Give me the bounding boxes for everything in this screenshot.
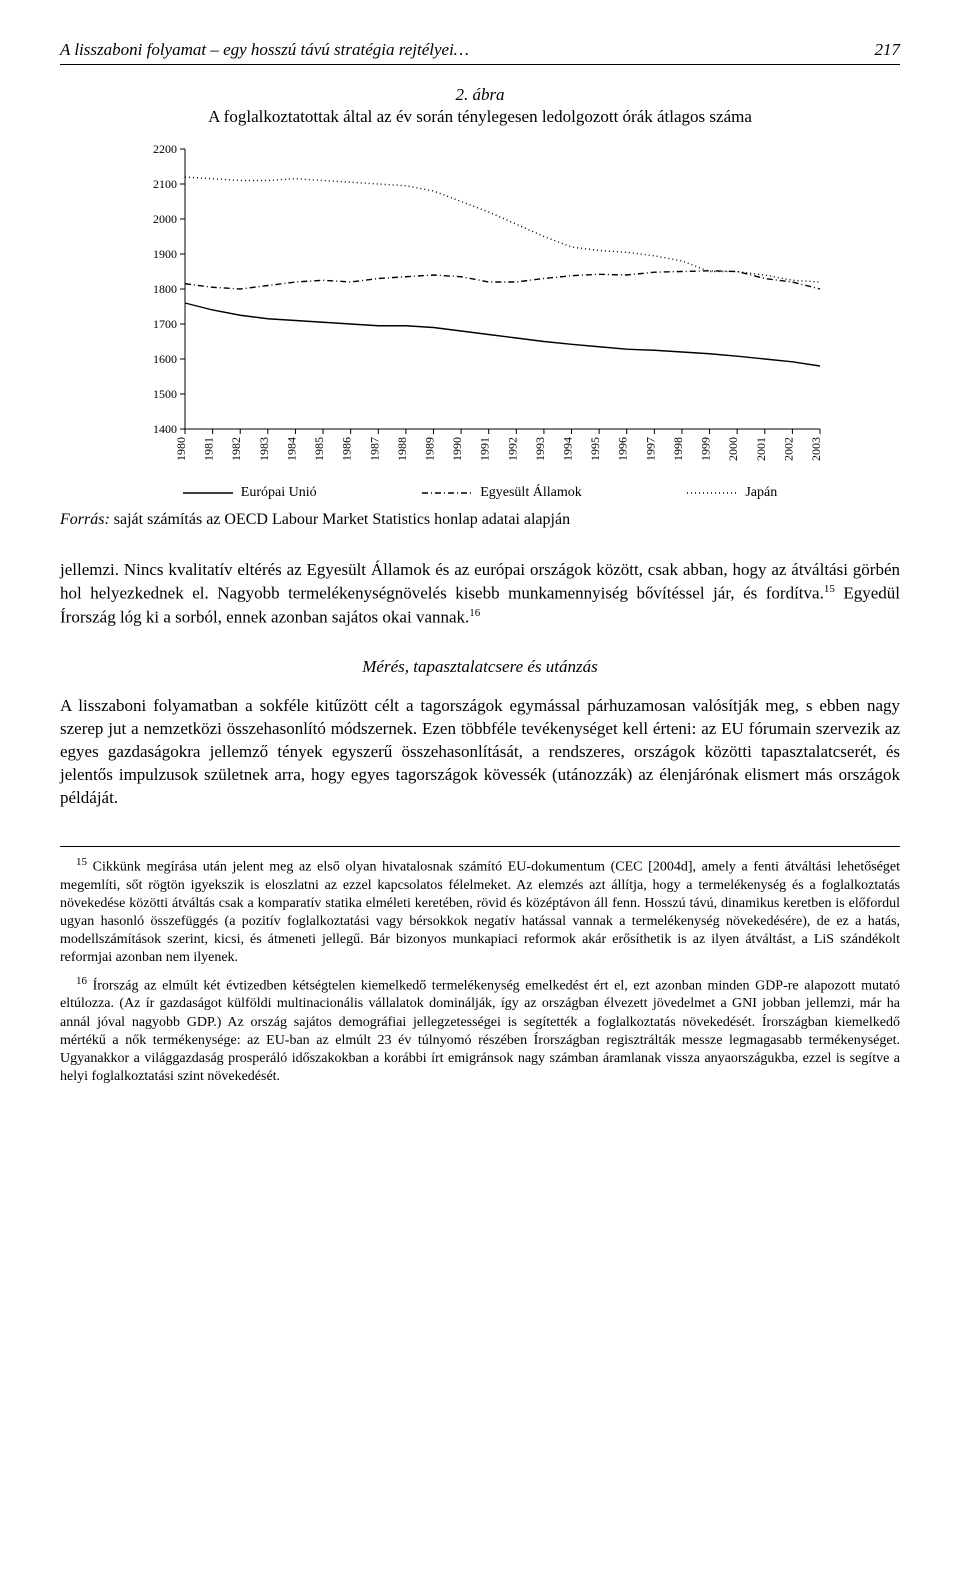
body-paragraph-1: jellemzi. Nincs kvalitatív eltérés az Eg… — [60, 559, 900, 629]
svg-text:1984: 1984 — [284, 437, 298, 461]
section-title: Mérés, tapasztalatcsere és utánzás — [60, 657, 900, 677]
svg-text:1500: 1500 — [153, 387, 177, 401]
chart-svg: 1400 1500 1600 1700 1800 1900 2000 2100 2200 1980… — [130, 139, 830, 479]
svg-text:1900: 1900 — [153, 247, 177, 261]
legend-item: Japán — [687, 485, 777, 501]
svg-text:1983: 1983 — [257, 437, 271, 461]
source-label: Forrás: — [60, 511, 110, 528]
svg-text:1998: 1998 — [671, 437, 685, 461]
figure-source: Forrás: saját számítás az OECD Labour Ma… — [60, 511, 900, 529]
svg-text:2100: 2100 — [153, 177, 177, 191]
legend-item: Egyesült Államok — [422, 485, 582, 501]
legend-label: Japán — [745, 485, 777, 501]
svg-text:1985: 1985 — [312, 437, 326, 461]
svg-text:2002: 2002 — [781, 437, 795, 461]
svg-text:2000: 2000 — [153, 212, 177, 226]
svg-text:1986: 1986 — [340, 437, 354, 461]
figure-label: 2. ábra — [60, 85, 900, 105]
svg-text:1987: 1987 — [367, 437, 381, 461]
svg-text:1994: 1994 — [561, 437, 575, 461]
svg-text:1400: 1400 — [153, 422, 177, 436]
svg-text:1981: 1981 — [202, 437, 216, 461]
page-number: 217 — [875, 40, 901, 60]
svg-text:2000: 2000 — [726, 437, 740, 461]
chart-legend: Európai Unió Egyesült Államok Japán — [130, 485, 830, 501]
running-header: A lisszaboni folyamat – egy hosszú távú … — [60, 40, 900, 65]
legend-label: Európai Unió — [241, 485, 317, 501]
svg-text:2001: 2001 — [754, 437, 768, 461]
svg-text:1988: 1988 — [395, 437, 409, 461]
svg-text:1600: 1600 — [153, 352, 177, 366]
footnotes-block: 15 Cikkünk megírása után jelent meg az e… — [60, 846, 900, 1087]
svg-text:1800: 1800 — [153, 282, 177, 296]
footnote-16: 16 Írország az elmúlt két évtizedben két… — [60, 974, 900, 1087]
legend-label: Egyesült Államok — [480, 485, 582, 501]
svg-text:1982: 1982 — [229, 437, 243, 461]
running-title: A lisszaboni folyamat – egy hosszú távú … — [60, 40, 469, 60]
footnote-15: 15 Cikkünk megírása után jelent meg az e… — [60, 855, 900, 968]
svg-text:2200: 2200 — [153, 142, 177, 156]
footnote-ref-16: 16 — [469, 607, 480, 619]
svg-text:1992: 1992 — [505, 437, 519, 461]
svg-text:1980: 1980 — [174, 437, 188, 461]
legend-item: Európai Unió — [183, 485, 317, 501]
svg-text:2003: 2003 — [809, 437, 823, 461]
body-paragraph-2: A lisszaboni folyamatban a sokféle kitűz… — [60, 695, 900, 810]
svg-text:1991: 1991 — [478, 437, 492, 461]
svg-text:1995: 1995 — [588, 437, 602, 461]
svg-text:1989: 1989 — [422, 437, 436, 461]
figure-title: A foglalkoztatottak által az év során té… — [60, 107, 900, 127]
svg-text:1996: 1996 — [616, 437, 630, 461]
svg-text:1993: 1993 — [533, 437, 547, 461]
svg-text:1997: 1997 — [643, 437, 657, 461]
svg-text:1999: 1999 — [699, 437, 713, 461]
line-chart: 1400 1500 1600 1700 1800 1900 2000 2100 2200 1980… — [130, 139, 830, 501]
svg-text:1700: 1700 — [153, 317, 177, 331]
source-text: saját számítás az OECD Labour Market Sta… — [110, 511, 570, 528]
svg-text:1990: 1990 — [450, 437, 464, 461]
footnote-ref-15: 15 — [824, 583, 835, 595]
